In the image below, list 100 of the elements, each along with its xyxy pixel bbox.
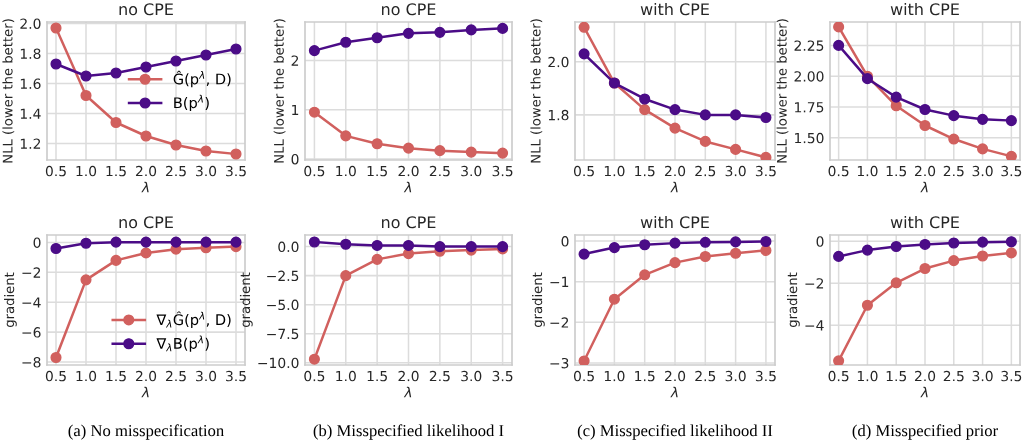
point	[1005, 236, 1017, 248]
point	[497, 22, 509, 34]
y-tick-label: 0	[291, 153, 299, 165]
point	[434, 26, 446, 38]
y-tick-label: 0	[816, 236, 824, 247]
point	[948, 110, 960, 122]
point	[434, 145, 446, 157]
x-tick-label: 2.5	[429, 370, 450, 382]
x-tick-label: 2.0	[398, 370, 419, 382]
point	[50, 22, 62, 34]
point	[760, 111, 772, 124]
x-tick-label: 1.5	[367, 165, 387, 177]
point	[140, 61, 152, 73]
y-tick-label: −7.5	[267, 328, 299, 340]
x-axis-title: λ	[670, 386, 678, 398]
x-tick-label: 0.5	[45, 370, 66, 382]
chart-title: with CPE	[640, 215, 709, 229]
point	[669, 122, 681, 134]
point	[669, 237, 681, 249]
x-tick-label: 1.5	[106, 370, 126, 382]
point	[80, 70, 92, 82]
x-tick-label: 3.5	[1001, 370, 1022, 382]
x-tick-label: 0.5	[828, 165, 849, 177]
point	[639, 269, 651, 281]
point	[730, 236, 742, 248]
x-axis-title: λ	[670, 181, 678, 193]
y-tick-label: −1	[550, 276, 569, 287]
x-tick-label: 2.5	[695, 165, 716, 177]
text: (d) Misspecified prior	[852, 424, 998, 440]
x-tick-label: 2.0	[664, 370, 686, 382]
x-tick-label: 0.5	[573, 165, 594, 177]
point	[608, 242, 620, 254]
x-tick-label: 1.5	[886, 370, 907, 382]
point	[340, 36, 352, 48]
x-tick-label: 3.0	[972, 370, 993, 382]
x-tick-label: 2.0	[914, 370, 936, 382]
x-tick-label: 2.0	[398, 165, 419, 177]
x-tick-label: 1.5	[635, 165, 655, 177]
y-axis-title: NLL (lower the better)	[530, 19, 543, 163]
x-axis-title: λ	[403, 386, 412, 398]
point	[977, 113, 989, 125]
point	[1005, 150, 1017, 160]
point	[170, 55, 182, 67]
x-tick-label: 2.5	[165, 370, 186, 382]
point	[371, 253, 383, 265]
y-tick-label: 1.4	[20, 108, 41, 119]
point	[80, 237, 92, 249]
point	[230, 236, 242, 248]
point	[760, 151, 772, 160]
point	[465, 146, 477, 158]
x-tick-label: 2.5	[943, 370, 964, 382]
x-axis-title: λ	[141, 386, 149, 398]
chart-title: with CPE	[890, 215, 959, 229]
point	[50, 58, 62, 70]
y-tick-label: 1.8	[548, 109, 569, 121]
point	[200, 145, 212, 157]
point	[919, 103, 931, 116]
y-tick-label: 1.8	[20, 48, 41, 59]
y-tick-label: −4	[22, 297, 41, 308]
x-axis-title: λ	[141, 181, 149, 193]
point	[110, 236, 122, 248]
x-tick-label: 3.5	[1001, 165, 1022, 177]
text: (c) Misspecified likelihood II	[577, 424, 773, 440]
legend-label: B(p$^{λ}$)	[174, 94, 209, 112]
point	[578, 355, 590, 365]
point	[308, 353, 320, 365]
y-axis-title: NLL (lower the better)	[273, 19, 286, 163]
point	[50, 351, 62, 364]
point	[371, 138, 383, 150]
point	[699, 109, 711, 121]
point	[1005, 247, 1017, 259]
point	[230, 43, 242, 55]
x-axis-title: λ	[920, 386, 928, 398]
x-tick-label: 1.0	[857, 370, 878, 382]
point	[977, 143, 989, 155]
y-tick-label: −5.0	[267, 299, 299, 311]
y-tick-label: −3	[550, 357, 569, 369]
y-tick-label: 2.0	[20, 18, 41, 29]
x-tick-label: 3.5	[755, 370, 776, 382]
point	[200, 236, 212, 248]
y-tick-label: 1.50	[795, 132, 824, 144]
x-tick-label: 2.5	[695, 370, 716, 382]
y-tick-label: −2.5	[267, 270, 299, 282]
point	[639, 104, 651, 116]
x-tick-label: 2.5	[165, 165, 186, 177]
x-tick-label: 3.0	[972, 165, 993, 177]
x-tick-label: 1.0	[76, 165, 97, 177]
x-tick-label: 3.5	[226, 165, 246, 177]
point	[699, 236, 711, 248]
legend-label: ∇$_{λ}$B(p$^{λ}$)	[156, 335, 209, 352]
x-tick-label: 2.0	[664, 165, 686, 177]
x-axis-title: λ	[403, 181, 412, 193]
point	[669, 257, 681, 269]
x-tick-label: 0.5	[573, 370, 594, 382]
point	[890, 240, 902, 253]
point	[170, 236, 182, 248]
point	[833, 355, 845, 365]
y-tick-label: 2.25	[794, 40, 824, 51]
point	[308, 106, 320, 118]
x-tick-label: 0.5	[828, 370, 849, 382]
